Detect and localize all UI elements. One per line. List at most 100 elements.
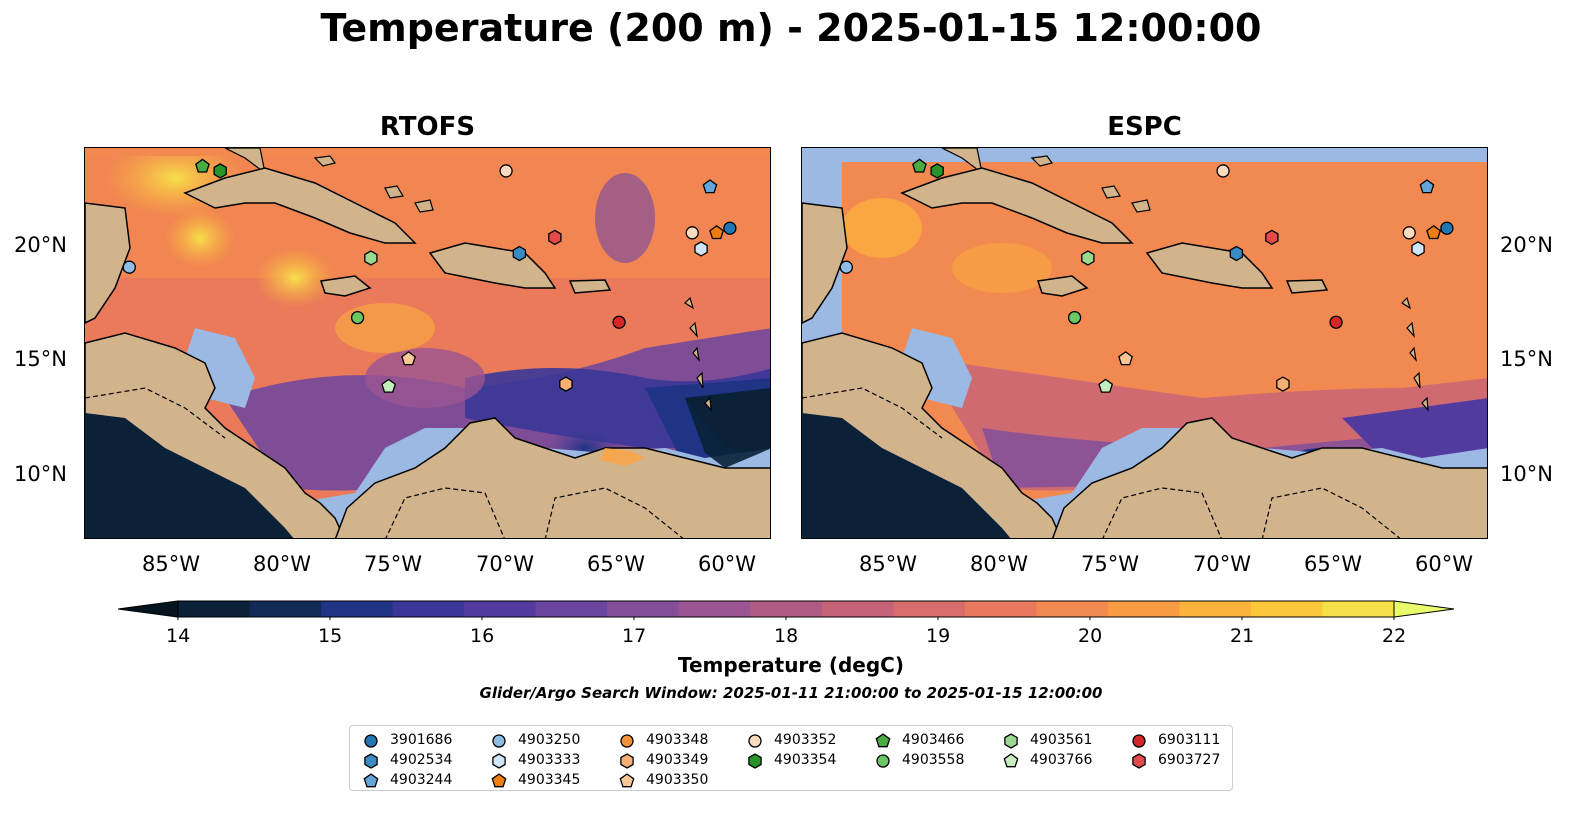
legend-label: 4903345 bbox=[518, 772, 581, 788]
legend-marker-4903466 bbox=[875, 733, 891, 748]
lat-label-20n-left: 20°N bbox=[14, 233, 67, 257]
float-marker-4903345 bbox=[709, 224, 725, 240]
float-marker-4903244 bbox=[702, 179, 718, 194]
legend-label: 6903727 bbox=[1158, 752, 1221, 768]
legend-label: 4903558 bbox=[902, 752, 965, 768]
lat-label-20n: 20°N bbox=[1500, 233, 1553, 257]
float-marker-3901686 bbox=[1440, 221, 1454, 235]
lon-label-65w-right: 65°W bbox=[1304, 552, 1362, 576]
lon-label-65w-left: 65°W bbox=[587, 552, 645, 576]
legend-marker-4903354 bbox=[748, 753, 762, 769]
colorbar-tick-18: 18 bbox=[774, 625, 799, 647]
float-marker-4903244 bbox=[1419, 179, 1435, 194]
legend-label: 6903111 bbox=[1158, 732, 1221, 748]
lat-label-10n: 10°N bbox=[1500, 462, 1553, 486]
legend-marker-4903349 bbox=[620, 753, 634, 769]
lon-label-80w-left: 80°W bbox=[253, 552, 311, 576]
colorbar-extend-low bbox=[118, 600, 179, 618]
colorbar-segment bbox=[1322, 601, 1395, 617]
legend-label: 4903766 bbox=[1030, 752, 1093, 768]
float-marker-4903345 bbox=[1426, 224, 1442, 240]
float-marker-4902534 bbox=[512, 245, 527, 262]
lat-label-10n-left: 10°N bbox=[14, 462, 67, 486]
legend-label: 4903561 bbox=[1030, 732, 1093, 748]
float-marker-4903350 bbox=[1118, 351, 1133, 366]
lon-label-85w-left: 85°W bbox=[142, 552, 200, 576]
legend-marker-4903244 bbox=[363, 773, 379, 788]
legend-marker-4903558 bbox=[876, 754, 890, 768]
figure-title: Temperature (200 m) - 2025-01-15 12:00:0… bbox=[320, 6, 1262, 50]
lon-label-80w-right: 80°W bbox=[970, 552, 1028, 576]
colorbar-segment bbox=[1179, 601, 1252, 617]
float-marker-4903561 bbox=[364, 250, 378, 266]
lat-label-15n-left: 15°N bbox=[14, 347, 67, 371]
float-marker-4903352 bbox=[1216, 164, 1230, 178]
float-marker-4903250 bbox=[122, 260, 136, 274]
lon-label-70w-left: 70°W bbox=[476, 552, 534, 576]
lon-label-75w-left: 75°W bbox=[364, 552, 422, 576]
float-marker-4903558 bbox=[350, 310, 365, 325]
panel-title-rtofs: RTOFS bbox=[379, 112, 476, 142]
legend-label: 4903349 bbox=[646, 752, 709, 768]
float-marker-4903352 bbox=[685, 226, 699, 240]
float-marker-4903333 bbox=[694, 241, 708, 257]
colorbar-segment bbox=[750, 601, 823, 617]
colorbar-tick-16: 16 bbox=[470, 625, 495, 647]
legend-marker-6903111 bbox=[1132, 734, 1146, 748]
legend-marker-4903333 bbox=[492, 753, 506, 769]
legend-label: 4903333 bbox=[518, 752, 581, 768]
float-marker-4903250 bbox=[839, 260, 853, 274]
legend-marker-4903561 bbox=[1004, 733, 1018, 749]
legend-label: 4903352 bbox=[774, 732, 837, 748]
lon-label-60w-right: 60°W bbox=[1415, 552, 1473, 576]
float-marker-6903727 bbox=[1265, 229, 1279, 246]
float-marker-4903354 bbox=[930, 163, 944, 179]
legend-marker-4902534 bbox=[364, 753, 378, 769]
legend-marker-4903766 bbox=[1003, 753, 1019, 768]
colorbar-title: Temperature (degC) bbox=[678, 653, 904, 677]
legend-marker-6903727 bbox=[1132, 753, 1146, 769]
colorbar-segment bbox=[678, 601, 751, 617]
float-marker-6903111 bbox=[1329, 315, 1343, 329]
legend-label: 4903350 bbox=[646, 772, 709, 788]
legend-marker-3901686 bbox=[364, 734, 378, 748]
colorbar-segment bbox=[821, 601, 894, 617]
legend-marker-4903352 bbox=[748, 734, 762, 748]
colorbar-tick-22: 22 bbox=[1382, 625, 1407, 647]
float-marker-4903349 bbox=[559, 376, 573, 392]
lon-label-75w-right: 75°W bbox=[1081, 552, 1139, 576]
float-marker-4903352 bbox=[499, 164, 513, 178]
legend-label: 3901686 bbox=[390, 732, 453, 748]
colorbar-tick-21: 21 bbox=[1230, 625, 1255, 647]
legend-label: 4902534 bbox=[390, 752, 453, 768]
rtofs-float-markers bbox=[122, 158, 737, 393]
colorbar-segment bbox=[535, 601, 608, 617]
lon-label-85w-right: 85°W bbox=[859, 552, 917, 576]
colorbar-tick-19: 19 bbox=[926, 625, 951, 647]
float-marker-4903766 bbox=[381, 378, 397, 393]
rtofs-map bbox=[85, 148, 770, 538]
float-marker-4903466 bbox=[195, 158, 210, 173]
panel-title-espc: ESPC bbox=[1107, 112, 1182, 142]
colorbar-extend-high bbox=[1393, 600, 1454, 618]
espc-map-panel[interactable] bbox=[801, 147, 1488, 539]
lon-label-70w-right: 70°W bbox=[1193, 552, 1251, 576]
float-legend: 3901686 4902534 4903244 4903250 4903333 49033… bbox=[349, 725, 1233, 791]
float-marker-4903352 bbox=[1402, 226, 1416, 240]
legend-label: 4903250 bbox=[518, 732, 581, 748]
colorbar-segment bbox=[178, 601, 251, 617]
colorbar-segment bbox=[893, 601, 966, 617]
colorbar-segment bbox=[1250, 601, 1323, 617]
espc-float-markers bbox=[839, 158, 1454, 393]
legend-label: 4903244 bbox=[390, 772, 453, 788]
colorbar-segment bbox=[607, 601, 680, 617]
search-window-text: Glider/Argo Search Window: 2025-01-11 21… bbox=[479, 684, 1103, 702]
colorbar-tick-14: 14 bbox=[166, 625, 191, 647]
rtofs-map-panel[interactable] bbox=[84, 147, 771, 539]
float-marker-4903561 bbox=[1081, 250, 1095, 266]
float-marker-3901686 bbox=[723, 221, 737, 235]
float-marker-4903349 bbox=[1276, 376, 1290, 392]
float-marker-6903727 bbox=[548, 229, 562, 246]
legend-marker-4903345 bbox=[491, 773, 507, 788]
colorbar-segment bbox=[392, 601, 465, 617]
